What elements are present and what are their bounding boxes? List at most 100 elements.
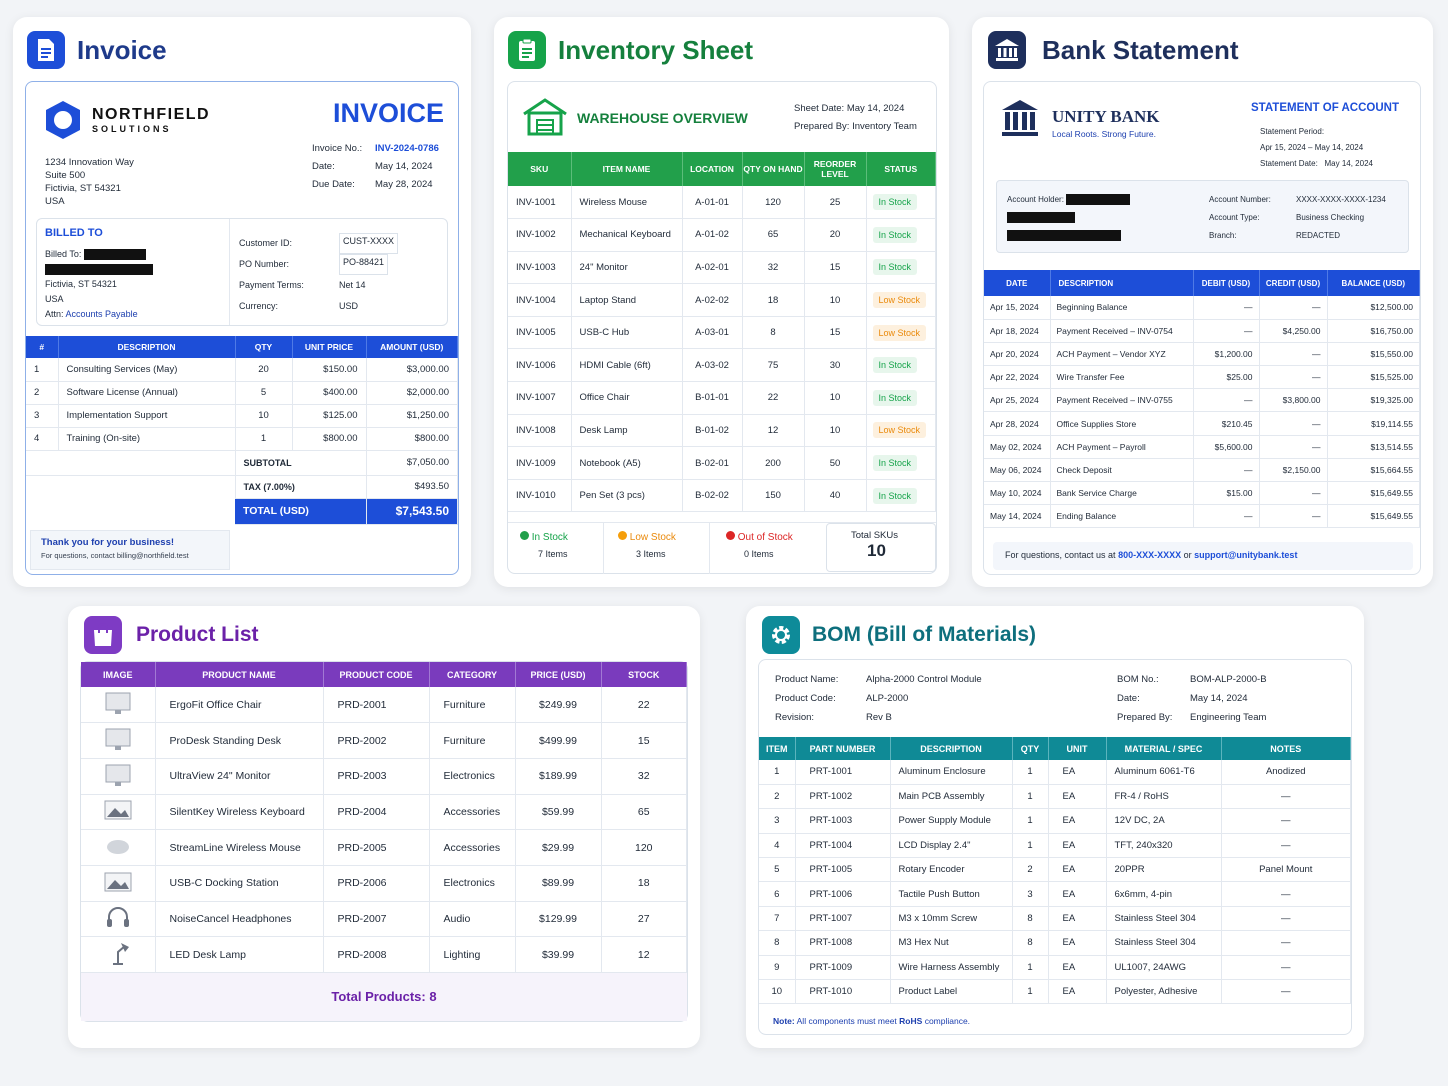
qty-cell: 75: [742, 348, 805, 383]
account-type: Business Checking: [1296, 213, 1365, 222]
subtotal-value: $7,050.00: [366, 450, 458, 476]
column-header: BALANCE (USD): [1327, 270, 1420, 296]
category-cell: Electronics: [429, 758, 516, 795]
revision: Rev B: [866, 712, 892, 723]
category-cell: Electronics: [429, 865, 516, 902]
date-cell: May 02, 2024: [984, 435, 1051, 459]
unit-cell: EA: [1048, 760, 1107, 785]
green-status-dot-icon: [520, 531, 529, 540]
document-icon: [27, 31, 65, 69]
summary-value: 7 Items: [538, 549, 568, 559]
table-row: UltraView 24" Monitor PRD-2003 Electronics…: [81, 758, 687, 795]
location-cell: A-03-02: [682, 348, 743, 383]
product-image-cell: [81, 901, 156, 938]
table-row: INV-1003 24" Monitor A-02-01 32 15 In Stock: [508, 251, 936, 285]
table-row: INV-1007 Office Chair B-01-01 22 10 In Stock: [508, 381, 936, 415]
table-row: INV-1002 Mechanical Keyboard A-01-02 65 20 In…: [508, 218, 936, 252]
material-cell: TFT, 240x320: [1106, 833, 1222, 859]
cell: 10: [235, 404, 293, 428]
item-name-cell: Office Chair: [571, 381, 683, 415]
product-image-cell: [81, 794, 156, 831]
notes-cell: —: [1221, 784, 1351, 810]
red-status-dot-icon: [726, 531, 735, 540]
category-cell: Accessories: [429, 829, 516, 866]
billed-country: USA: [45, 294, 64, 304]
account-details: Account Number: XXXX-XXXX-XXXX-1234 Accou…: [1209, 191, 1386, 245]
description-cell: Beginning Balance: [1050, 296, 1194, 320]
bom-card-header: BOM (Bill of Materials): [762, 616, 1036, 654]
balance-cell: $13,514.55: [1327, 435, 1420, 459]
unit-cell: EA: [1048, 857, 1107, 883]
debit-cell: $5,600.00: [1193, 435, 1260, 459]
due-date: May 28, 2024: [375, 179, 433, 190]
debit-cell: $210.45: [1193, 411, 1260, 436]
table-row: 2 Software License (Annual) 5 $400.00 $2,000…: [26, 381, 458, 405]
bank-icon: [988, 31, 1026, 69]
product-name-cell: UltraView 24" Monitor: [155, 758, 324, 795]
column-header: IMAGE: [81, 662, 156, 687]
status-cell: Low Stock: [866, 414, 936, 448]
billed-to-heading: BILLED TO: [45, 227, 103, 239]
notes-cell: —: [1221, 881, 1351, 907]
category-cell: Accessories: [429, 794, 516, 831]
redacted-block: [1066, 194, 1131, 206]
balance-cell: $15,550.00: [1327, 342, 1420, 367]
item-cell: 9: [759, 955, 796, 981]
bom-number: BOM-ALP-2000-B: [1190, 674, 1267, 685]
bank-contact-footer: For questions, contact us at 800-XXX-XXX…: [993, 542, 1413, 570]
redacted-block: [83, 249, 146, 261]
part-number-cell: PRT-1009: [795, 955, 891, 981]
billed-to-label: Billed To:: [45, 249, 82, 259]
shopping-bag-icon: [84, 616, 122, 654]
cell: $800.00: [292, 427, 367, 451]
product-card-header: Product List: [84, 616, 259, 654]
product-name-cell: ProDesk Standing Desk: [155, 722, 324, 759]
billed-city: Fictivia, ST 54321: [45, 279, 117, 289]
account-number: XXXX-XXXX-XXXX-1234: [1296, 195, 1386, 204]
summary-label: Low Stock: [629, 532, 676, 543]
table-row: 9 PRT-1009 Wire Harness Assembly 1 EA UL1007,…: [759, 955, 1351, 981]
sku-cell: INV-1005: [508, 316, 572, 350]
contact-email-link[interactable]: support@unitybank.test: [1194, 550, 1298, 560]
status-cell: In Stock: [866, 218, 936, 252]
reorder-cell: 20: [804, 218, 867, 252]
low-stock-summary: Low Stock 3 Items: [604, 523, 710, 574]
customer-details: Customer ID: CUST-XXXX PO Number: PO-88421…: [239, 233, 399, 317]
qty-cell: 8: [742, 316, 805, 350]
subtotal-row: SUBTOTAL $7,050.00: [26, 450, 458, 476]
unit-cell: EA: [1048, 906, 1107, 932]
qty-cell: 12: [742, 414, 805, 448]
item-cell: 4: [759, 833, 796, 859]
item-name-cell: Desk Lamp: [571, 414, 683, 448]
column-header: DEBIT (USD): [1193, 270, 1260, 296]
stock-cell: 15: [601, 722, 687, 759]
qty-cell: 150: [742, 479, 805, 513]
statement-meta: Statement Period: Apr 15, 2024 – May 14,…: [1260, 124, 1373, 172]
reorder-cell: 10: [804, 414, 867, 448]
location-cell: B-02-01: [682, 446, 743, 480]
warehouse-icon: [523, 98, 567, 136]
contact-phone-link[interactable]: 800-XXX-XXXX: [1118, 550, 1182, 560]
headphones-thumbnail-icon: [106, 907, 129, 928]
date-cell: Apr 18, 2024: [984, 319, 1051, 343]
invoice-number: INV-2024-0786: [375, 143, 439, 154]
unit-cell: EA: [1048, 979, 1107, 1005]
category-cell: Lighting: [429, 936, 516, 973]
cell: 4: [26, 427, 59, 451]
cell: 3: [26, 404, 59, 428]
date-cell: Apr 20, 2024: [984, 342, 1051, 367]
attn-label: Attn:: [45, 309, 64, 319]
meta-label: Product Name:: [775, 674, 839, 685]
item-name-cell: Notebook (A5): [571, 446, 683, 480]
reorder-cell: 10: [804, 381, 867, 415]
stock-summary: In Stock 7 Items Low Stock 3 Items Out o…: [508, 522, 936, 574]
bom-product-meta: Product Name: Alpha-2000 Control Module P…: [775, 670, 982, 727]
bank-card-title: Bank Statement: [1042, 34, 1239, 65]
table-row: LED Desk Lamp PRD-2008 Lighting $39.99 12: [81, 936, 687, 973]
bom-card: BOM (Bill of Materials) Product Name: Alp…: [746, 606, 1364, 1048]
price-cell: $129.99: [515, 901, 602, 938]
branch: REDACTED: [1296, 231, 1341, 240]
status-cell: Low Stock: [866, 316, 936, 350]
payment-terms: Net 14: [339, 280, 366, 290]
description-cell: Rotary Encoder: [890, 857, 1013, 883]
